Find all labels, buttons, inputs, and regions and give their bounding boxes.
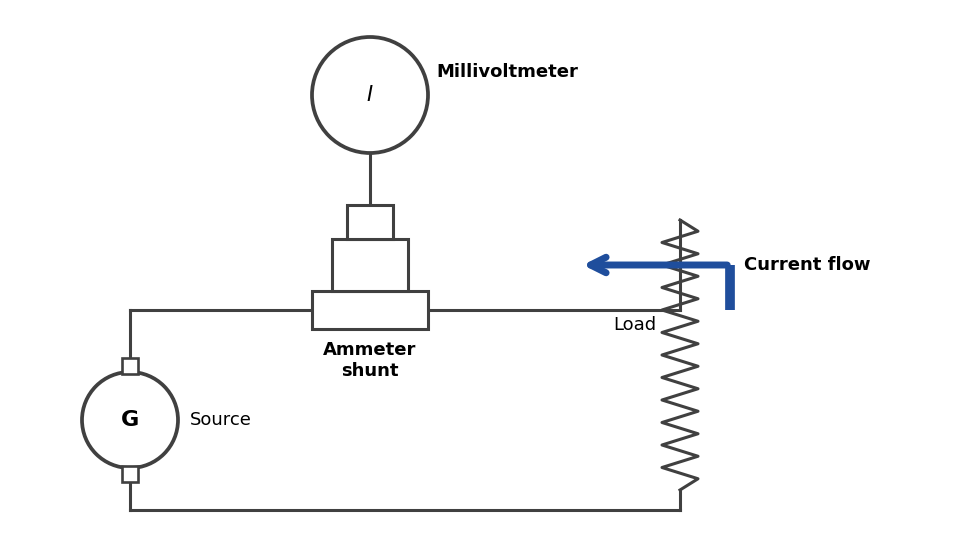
Bar [347,205,393,239]
Text: Ammeter
shunt: Ammeter shunt [323,341,417,380]
Circle shape [82,372,178,468]
Text: I: I [367,85,373,105]
Text: Load: Load [613,316,656,334]
Bar [332,239,408,291]
Text: Current flow: Current flow [744,256,871,274]
Bar [312,291,428,329]
Circle shape [312,37,428,153]
Bar [122,466,138,482]
Text: G: G [121,410,139,430]
Text: Millivoltmeter: Millivoltmeter [436,63,578,81]
Bar [122,358,138,374]
Text: Source: Source [190,411,252,429]
